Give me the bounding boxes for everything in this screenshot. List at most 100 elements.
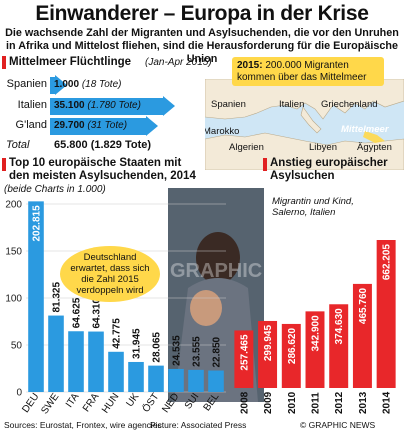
bar-value-label: 28.065 — [152, 332, 163, 363]
arrow-head — [163, 96, 175, 116]
bar — [376, 240, 396, 388]
x-tick-label: SWE — [39, 391, 61, 416]
section-marker — [2, 158, 6, 171]
x-tick-label: SUI — [183, 391, 202, 411]
bar — [234, 330, 254, 388]
bar — [28, 201, 44, 392]
section-marker — [2, 56, 6, 69]
germany-speech-bubble: Deutschland erwartet, dass sich die Zahl… — [60, 246, 160, 302]
page-title: Einwanderer – Europa in der Krise — [35, 2, 369, 25]
refugees-count: 35.100 — [54, 100, 85, 111]
bar-value-label: 342.900 — [311, 315, 322, 352]
map-label: Mittelmeer — [341, 124, 389, 135]
bar-value-label: 374.630 — [334, 308, 345, 345]
bar — [168, 368, 184, 392]
y-tick-label: 200 — [5, 200, 22, 211]
page-subtitle: Die wachsende Zahl der Migranten und Asy… — [5, 27, 399, 65]
top10-bars — [28, 201, 224, 392]
map-label: Ägypten — [357, 142, 392, 153]
map-africa — [205, 132, 404, 170]
x-tick-label: ÖST — [140, 391, 162, 415]
migrants-callout: 2015: 200.000 Migranten kommen über das … — [232, 57, 384, 86]
trend-chart: 257.465 2008 299.945 2009 286.620 2010 342.900… — [234, 240, 396, 414]
refugees-arrow-spain: 1.000 (18 Tote) — [50, 75, 210, 95]
refugees-dead: (1.780 Tote) — [87, 100, 141, 111]
map-europe — [205, 79, 404, 120]
bar-value-label: 662.205 — [382, 244, 393, 281]
y-tick-label: 0 — [16, 388, 22, 399]
refugees-arrow-greece: 29.700 (31 Tote) — [50, 116, 210, 136]
bar — [329, 304, 349, 388]
bar-value-label: 202.815 — [32, 205, 43, 242]
trend-title: Anstieg europäischer Asylsuchen — [270, 157, 388, 182]
bar-value-label: 81.325 — [52, 282, 63, 313]
top10-note: (beide Charts in 1.000) — [4, 184, 106, 195]
bar-value-label: 64.310 — [92, 298, 103, 329]
map-label: Algerien — [229, 142, 264, 153]
footer-brand: © GRAPHIC NEWS — [300, 420, 376, 430]
trend-labels: 257.465 2008 299.945 2009 286.620 2010 342.900… — [239, 244, 392, 414]
arrow-head — [55, 75, 67, 95]
x-tick-label: ITA — [64, 391, 82, 410]
map-label: Italien — [279, 99, 305, 110]
trend-bars — [234, 240, 396, 388]
arrow-body — [50, 98, 163, 115]
arrow-head — [146, 116, 158, 136]
bar-value-label: 42.775 — [112, 318, 123, 349]
bar — [305, 311, 325, 388]
refugees-value: 29.700 (31 Tote) — [54, 120, 127, 131]
y-tick-label: 150 — [5, 247, 22, 258]
y-tick-label: 50 — [11, 341, 23, 352]
map-flow-arrow — [363, 131, 385, 143]
footer-picture-credit: Picture: Associated Press — [150, 420, 247, 430]
footer-sources: Sources: Eurostat, Frontex, wire agencie… — [4, 420, 162, 430]
photo-watermark: GRAPHIC NEWS — [170, 260, 328, 282]
section-marker — [263, 158, 267, 171]
refugees-country-label: Spanien — [6, 78, 47, 90]
refugees-total-value: 65.800 (1.829 Tote) — [54, 139, 152, 151]
x-tick-label: 2012 — [334, 391, 345, 414]
arrow-body — [50, 77, 55, 94]
refugees-value: 1.000 (18 Tote) — [54, 79, 121, 90]
bar-value-label: 22.850 — [212, 336, 223, 367]
bar — [188, 369, 204, 392]
map-label: Griechenland — [321, 99, 378, 110]
x-tick-label: BEL — [202, 391, 222, 413]
mediterranean-map: Spanien Italien Griechenland Marokko Mit… — [205, 79, 404, 170]
bar-value-label: 64.625 — [72, 297, 83, 328]
refugees-count: 1.000 — [54, 79, 80, 90]
bar — [128, 361, 144, 392]
bar-value-label: 465.760 — [358, 287, 369, 324]
bar — [108, 351, 124, 392]
x-tick-label: 2009 — [263, 391, 274, 414]
photo-caption: Migrantin und Kind, Salerno, Italien — [272, 196, 354, 218]
bar — [68, 331, 84, 392]
refugees-total-label: Total — [6, 139, 30, 151]
refugees-value: 35.100 (1.780 Tote) — [54, 100, 141, 111]
bar — [281, 323, 301, 388]
refugees-dead: (18 Tote) — [81, 79, 122, 90]
photo-child — [190, 290, 222, 326]
refugees-country-label: G'land — [15, 119, 47, 131]
bar — [258, 320, 278, 388]
arrow-body — [50, 118, 146, 135]
map-shapes — [205, 79, 404, 170]
x-tick-label: 2014 — [382, 391, 393, 414]
map-italy — [300, 106, 322, 134]
callout-text: 200.000 Migranten kommen über das Mittel… — [237, 60, 367, 83]
refugees-arrow-italy: 35.100 (1.780 Tote) — [50, 96, 210, 116]
refugees-dead: (31 Tote) — [87, 120, 128, 131]
map-label: Libyen — [309, 142, 337, 153]
bar-value-label: 31.945 — [132, 328, 143, 359]
bar-value-label: 257.465 — [239, 334, 250, 371]
bar — [88, 331, 104, 392]
bar-value-label: 23.555 — [192, 336, 203, 367]
refugees-period: (Jan-Apr 2015) — [145, 57, 212, 68]
x-tick-label: 2008 — [239, 391, 250, 414]
bar-value-label: 286.620 — [287, 328, 298, 365]
x-tick-label: 2011 — [311, 392, 322, 414]
y-tick-label: 100 — [5, 294, 22, 305]
x-tick-label: FRA — [81, 391, 102, 414]
top10-title: Top 10 europäische Staaten mit den meist… — [9, 157, 196, 182]
x-tick-label: NED — [160, 391, 181, 415]
